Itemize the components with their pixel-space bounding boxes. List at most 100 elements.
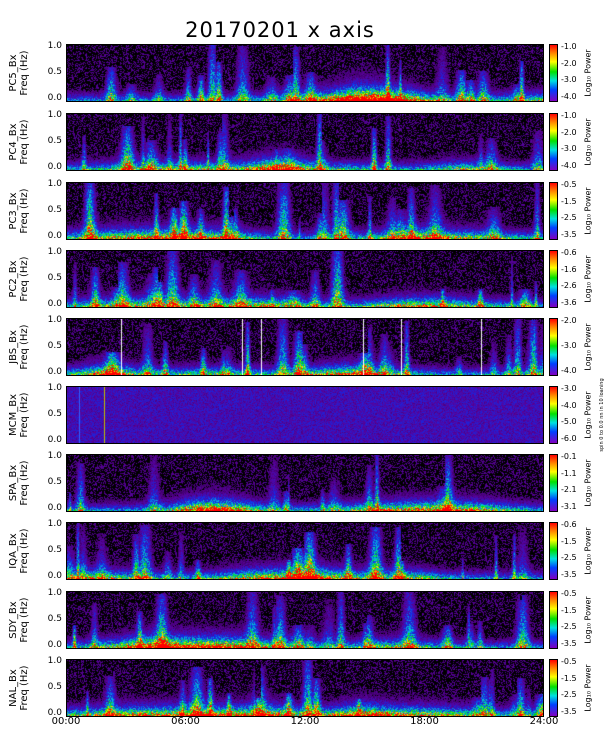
spectrogram-image <box>67 455 543 511</box>
y-axis-label: SPA_Bx Freq (Hz) <box>2 454 36 512</box>
spectrogram-image <box>67 45 543 101</box>
y-tick-label: 1.0 <box>47 519 62 529</box>
colorbar <box>549 113 558 171</box>
colorbar-title: Log₁₀ Power <box>578 250 598 308</box>
spectrogram-image <box>67 251 543 307</box>
colorbar-tick-label: -1.0 <box>561 42 577 51</box>
y-tick-label: 1.0 <box>47 179 62 189</box>
colorbar-title-text: Log₁₀ Power <box>583 49 593 97</box>
y-tick-label: 0.5 <box>47 205 62 215</box>
y-tick-label: 1.0 <box>47 247 62 257</box>
y-axis-label: MCM_Bx Freq (Hz) <box>2 386 36 444</box>
spectrogram-panel: PC4_Bx Freq (Hz) 1.0 0.5 0.0 -1.0 -2.0 -3.0 -4.0… <box>0 110 612 175</box>
colorbar-tick-label: -2.0 <box>561 127 577 137</box>
spectrogram-image <box>67 660 543 716</box>
colorbar-tick-label: -3.0 <box>561 144 577 154</box>
colorbar <box>549 182 558 240</box>
y-tick-label: 0.5 <box>47 682 62 692</box>
y-tick-label: 0.0 <box>47 93 62 103</box>
y-tick-label: 0.0 <box>47 503 62 513</box>
spectrogram-plot <box>66 386 544 444</box>
colorbar <box>549 522 558 580</box>
colorbar-tick-label: -1.5 <box>561 605 577 615</box>
spectrogram-image <box>67 592 543 648</box>
colorbar-tick-label: -5.0 <box>561 417 577 427</box>
colorbar-title: Log₁₀ Power <box>578 386 598 444</box>
spectrogram-plot <box>66 454 544 512</box>
spectrogram-image <box>67 523 543 579</box>
y-tick-label: 0.0 <box>47 231 62 241</box>
colorbar-tick-label: -2.5 <box>561 553 577 563</box>
colorbar-tick-label: -1.1 <box>561 468 577 478</box>
y-axis-label: PC2_Bx Freq (Hz) <box>2 250 36 308</box>
spectrogram-image <box>67 387 543 443</box>
spectrogram-plot <box>66 182 544 240</box>
colorbar-tick-label: -4.0 <box>561 161 577 170</box>
colorbar-tick-label: -0.5 <box>561 657 577 666</box>
colorbar-tick-label: -4.0 <box>561 366 577 375</box>
y-axis-label-text: PC3_Bx Freq (Hz) <box>8 188 30 234</box>
y-axis-label-text: PC2_Bx Freq (Hz) <box>8 256 30 302</box>
y-tick-label: 1.0 <box>47 110 62 120</box>
y-axis-label: PC5_Bx Freq (Hz) <box>2 44 36 102</box>
colorbar-title-text: Log₁₀ Power <box>583 596 593 644</box>
colorbar-tick-label: -1.5 <box>561 673 577 683</box>
colorbar-title-text: Log₁₀ Power <box>583 118 593 166</box>
y-axis-label: NAL_Bx Freq (Hz) <box>2 659 36 717</box>
spectrogram-panel: MCM_Bx Freq (Hz) 1.0 0.5 0.0 -3.0 -4.0 -5.0 -6.0… <box>0 378 612 451</box>
spectrogram-panel: SDY_Bx Freq (Hz) 1.0 0.5 0.0 -0.5 -1.5 -2.5 -3.5… <box>0 588 612 653</box>
panel-note: spin 0 to 0.0 nn in 10 loaning <box>596 378 608 451</box>
x-tick-label: 00:00 <box>51 716 81 727</box>
colorbar-tick-label: -0.6 <box>561 248 577 257</box>
colorbar-title-text: Log₁₀ Power <box>583 459 593 507</box>
y-tick-label: 0.0 <box>47 367 62 377</box>
y-tick-label: 0.0 <box>47 435 62 445</box>
colorbar <box>549 250 558 308</box>
x-tick-label: 12:00 <box>290 716 320 727</box>
colorbar-tick-label: -6.0 <box>561 434 577 443</box>
y-axis-label-text: IQA_Bx Freq (Hz) <box>8 528 30 574</box>
colorbar-title: Log₁₀ Power <box>578 182 598 240</box>
x-tick-label: 24:00 <box>529 716 559 727</box>
y-tick-label: 0.5 <box>47 273 62 283</box>
y-tick-label: 0.5 <box>47 545 62 555</box>
y-tick-label: 0.5 <box>47 136 62 146</box>
y-tick-label: 0.5 <box>47 477 62 487</box>
colorbar-tick-label: -2.5 <box>561 622 577 632</box>
colorbar-title: Log₁₀ Power <box>578 454 598 512</box>
y-tick-label: 0.0 <box>47 640 62 650</box>
spectrogram-panel: IQA_Bx Freq (Hz) 1.0 0.5 0.0 -0.6 -1.5 -2.5 -3.5… <box>0 519 612 584</box>
y-axis-label: PC4_Bx Freq (Hz) <box>2 113 36 171</box>
y-tick-label: 0.5 <box>47 409 62 419</box>
colorbar-tick-label: -3.0 <box>561 384 577 393</box>
y-tick-label: 0.0 <box>47 708 62 718</box>
colorbar-tick-label: -2.0 <box>561 58 577 68</box>
spectrogram-image <box>67 183 543 239</box>
x-axis: 00:00 06:00 12:00 18:00 24:00 <box>0 716 612 736</box>
spectrogram-plot <box>66 522 544 580</box>
spectrogram-image <box>67 319 543 375</box>
y-axis-label: IQA_Bx Freq (Hz) <box>2 522 36 580</box>
colorbar-tick-label: -0.6 <box>561 520 577 529</box>
y-tick-label: 0.0 <box>47 162 62 172</box>
colorbar-title-text: Log₁₀ Power <box>583 664 593 712</box>
colorbar-title: Log₁₀ Power <box>578 318 598 376</box>
colorbar-tick-label: -2.6 <box>561 281 577 291</box>
panel-note-text: spin 0 to 0.0 nn in 10 loaning <box>599 378 605 452</box>
spectrogram-panel: JBS_Bx Freq (Hz) 1.0 0.5 0.0 -2.0 -3.0 -4.0 Log₁… <box>0 315 612 380</box>
spectrogram-plot <box>66 318 544 376</box>
spectrogram-plot <box>66 250 544 308</box>
spectrogram-plot <box>66 659 544 717</box>
spectrogram-plot <box>66 44 544 102</box>
spectrogram-plot <box>66 113 544 171</box>
y-axis-label: SDY_Bx Freq (Hz) <box>2 591 36 649</box>
colorbar-tick-label: -3.5 <box>561 230 577 239</box>
x-tick-label: 06:00 <box>171 716 200 727</box>
colorbar-tick-label: -3.1 <box>561 502 577 511</box>
y-tick-label: 0.5 <box>47 614 62 624</box>
colorbar-tick-label: -1.0 <box>561 111 577 120</box>
colorbar-tick-label: -1.6 <box>561 264 577 274</box>
spectrogram-panel: SPA_Bx Freq (Hz) 1.0 0.5 0.0 -0.1 -1.1 -2.1 -3.1… <box>0 451 612 516</box>
colorbar-tick-label: -0.5 <box>561 589 577 598</box>
colorbar-tick-label: -4.0 <box>561 400 577 410</box>
